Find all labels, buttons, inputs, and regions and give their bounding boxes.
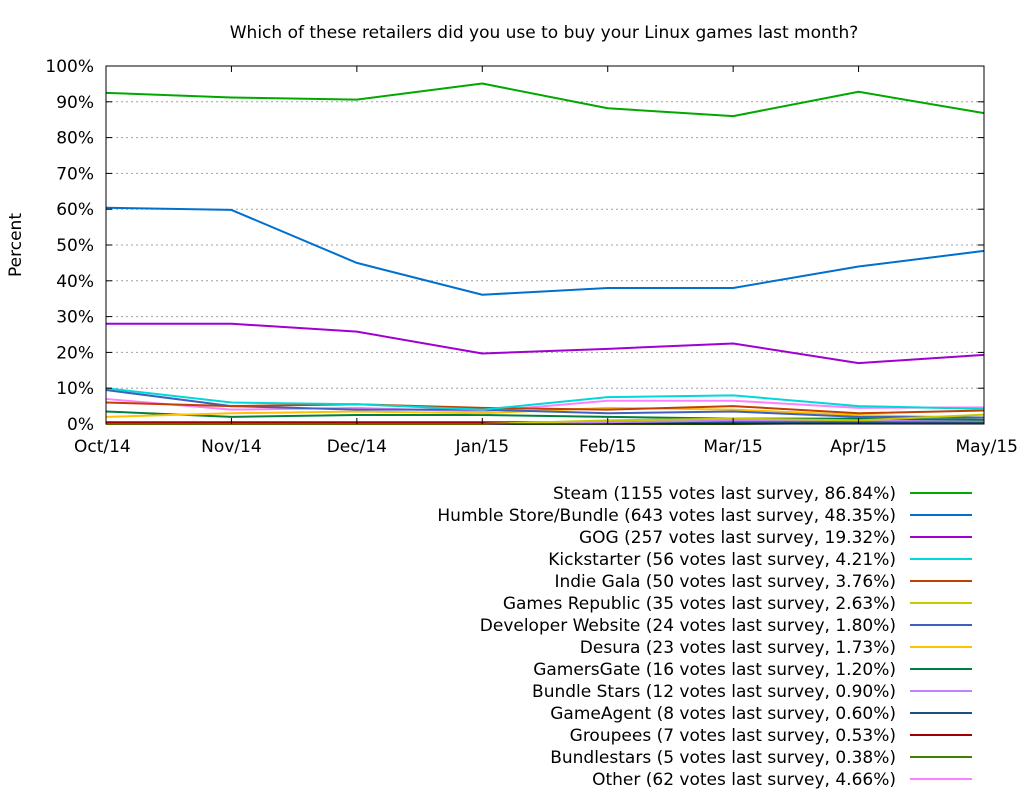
legend-label: GameAgent (8 votes last survey, 0.60%) — [550, 704, 896, 724]
legend-label: Kickstarter (56 votes last survey, 4.21%… — [548, 550, 896, 570]
y-tick-label: 100% — [45, 57, 94, 77]
legend-label: Bundlestars (5 votes last survey, 0.38%) — [550, 748, 896, 768]
y-tick-label: 70% — [56, 164, 94, 184]
x-tick-label: Jan/15 — [454, 437, 509, 457]
series-line — [105, 387, 985, 411]
series-line — [105, 410, 985, 421]
y-tick-label: 0% — [67, 415, 94, 435]
x-tick-label: Mar/15 — [703, 437, 762, 457]
x-tick-label: Nov/14 — [201, 437, 262, 457]
x-tick-label: Dec/14 — [327, 437, 387, 457]
x-tick-label: Feb/15 — [579, 437, 636, 457]
legend-label: Groupees (7 votes last survey, 0.53%) — [570, 726, 896, 746]
x-tick-label: Oct/14 — [74, 437, 131, 457]
legend-label: GOG (257 votes last survey, 19.32%) — [579, 528, 896, 548]
y-tick-label: 20% — [56, 343, 94, 363]
y-axis-label: Percent — [6, 213, 26, 277]
chart-title: Which of these retailers did you use to … — [230, 23, 859, 43]
x-axis-ticks: Oct/14 Nov/14 Dec/14 Jan/15 Feb/15 Mar/15 Apr/… — [74, 66, 1018, 457]
series-line — [105, 82, 985, 118]
legend-label: Other (62 votes last survey, 4.66%) — [592, 770, 896, 790]
legend: Steam (1155 votes last survey, 86.84%)Hu… — [437, 484, 972, 790]
y-tick-label: 10% — [56, 379, 94, 399]
legend-label: Steam (1155 votes last survey, 86.84%) — [553, 484, 896, 504]
series-line — [105, 397, 985, 413]
series-line — [105, 206, 985, 296]
series-line — [105, 401, 985, 415]
legend-label: Humble Store/Bundle (643 votes last surv… — [437, 506, 896, 526]
legend-label: Games Republic (35 votes last survey, 2.… — [503, 594, 896, 614]
legend-label: Bundle Stars (12 votes last survey, 0.90… — [532, 682, 896, 702]
y-tick-label: 90% — [56, 93, 94, 113]
y-tick-label: 50% — [56, 236, 94, 256]
series-lines — [105, 82, 985, 425]
legend-label: Desura (23 votes last survey, 1.73%) — [580, 638, 896, 658]
legend-label: Developer Website (24 votes last survey,… — [480, 616, 896, 636]
y-tick-label: 30% — [56, 308, 94, 328]
legend-label: GamersGate (16 votes last survey, 1.20%) — [533, 660, 896, 680]
y-axis-ticks: 0% 10% 20% 30% 40% 50% 60% 70% 80% 90% 100% — [45, 57, 984, 435]
x-tick-label: May/15 — [955, 437, 1018, 457]
y-tick-label: 60% — [56, 200, 94, 220]
x-tick-label: Apr/15 — [830, 437, 887, 457]
grid-lines — [106, 101, 984, 389]
y-tick-label: 80% — [56, 129, 94, 149]
series-line — [106, 322, 985, 365]
y-tick-label: 40% — [56, 272, 94, 292]
legend-label: Indie Gala (50 votes last survey, 3.76%) — [554, 572, 896, 592]
